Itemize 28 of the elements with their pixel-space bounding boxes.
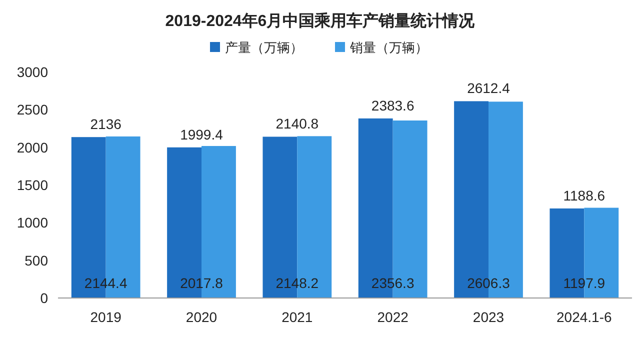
- data-label: 2148.2: [276, 275, 319, 291]
- data-label: 1188.6: [563, 187, 606, 204]
- y-tick-label: 0: [40, 290, 48, 306]
- data-label: 2606.3: [467, 275, 510, 291]
- x-tick-label: 2024.1-6: [556, 309, 612, 325]
- data-label: 1197.9: [563, 275, 606, 291]
- legend-label: 产量（万辆）: [225, 40, 303, 55]
- legend-label: 销量（万辆）: [349, 40, 428, 55]
- data-label: 2017.8: [180, 275, 224, 291]
- y-tick-label: 500: [24, 252, 48, 268]
- x-tick-label: 2022: [377, 309, 409, 325]
- data-label: 2144.4: [84, 275, 128, 291]
- y-tick-label: 1000: [16, 214, 48, 231]
- data-label: 2140.8: [276, 116, 319, 132]
- data-label: 2356.3: [371, 275, 414, 291]
- chart-title: 2019-2024年6月中国乘用车产销量统计情况: [165, 12, 476, 30]
- x-tick-label: 2023: [472, 309, 504, 325]
- data-label: 1999.4: [180, 126, 224, 142]
- y-tick-label: 3000: [16, 64, 48, 80]
- y-tick-label: 2000: [16, 139, 48, 156]
- data-label: 2136: [90, 116, 122, 132]
- data-label: 2612.4: [467, 80, 510, 96]
- y-tick-label: 2500: [16, 102, 48, 118]
- x-tick-label: 2019: [90, 309, 122, 325]
- x-tick-label: 2021: [282, 309, 313, 325]
- y-tick-label: 1500: [16, 177, 48, 193]
- data-label: 2383.6: [371, 97, 414, 114]
- x-tick-label: 2020: [186, 309, 218, 325]
